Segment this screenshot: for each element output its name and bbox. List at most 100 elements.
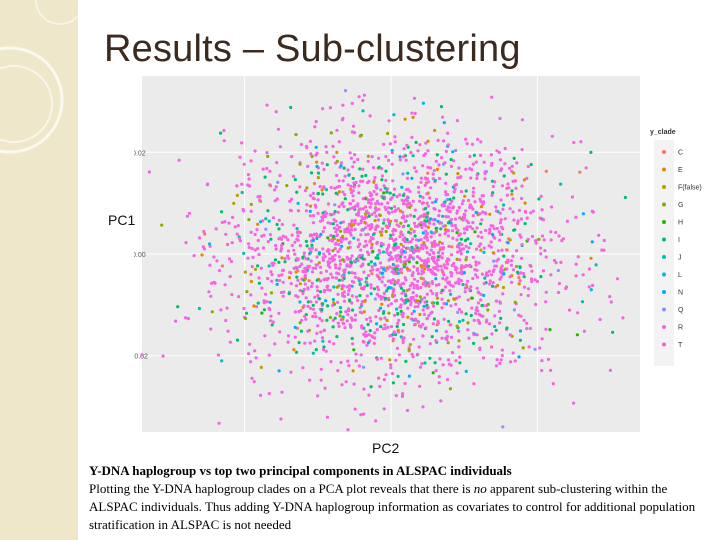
data-point-r (293, 252, 297, 256)
data-point-h (371, 249, 375, 254)
data-point-r (374, 419, 378, 423)
legend-label: F(false) (678, 185, 702, 192)
data-point-r (510, 164, 514, 168)
data-point-i (293, 178, 297, 182)
data-point-r (500, 348, 504, 352)
data-point-r (495, 358, 499, 362)
data-point-r (374, 227, 378, 231)
data-point-r (554, 230, 558, 235)
data-point-r (425, 177, 429, 181)
data-point-r (529, 277, 534, 281)
data-point-t (274, 247, 278, 251)
data-point-i (502, 174, 506, 178)
data-point-i (381, 311, 386, 315)
data-point-r (320, 336, 325, 340)
data-point-r (492, 268, 496, 272)
data-point-r (418, 143, 422, 147)
data-point-r (428, 253, 432, 257)
data-point-r (436, 258, 440, 262)
data-point-r (334, 266, 338, 270)
data-point-r (533, 278, 537, 282)
data-point-i (523, 222, 527, 226)
data-point-r (414, 244, 418, 248)
data-point-r (378, 277, 382, 281)
data-point-l (464, 369, 468, 373)
data-point-i (372, 287, 377, 291)
data-point-i (440, 288, 444, 292)
data-point-r (493, 314, 497, 318)
data-point-r (311, 221, 315, 225)
data-point-r (319, 330, 323, 334)
data-point-h (326, 236, 330, 240)
data-point-c (370, 272, 374, 276)
data-point-r (292, 248, 296, 252)
data-point-r (498, 116, 502, 121)
data-point-r (351, 342, 355, 346)
data-point-r (248, 342, 252, 346)
data-point-n (581, 212, 585, 216)
data-point-r (419, 238, 423, 242)
data-point-r (399, 260, 403, 264)
data-point-r (286, 340, 290, 344)
data-point-r (293, 310, 297, 314)
data-point-r (540, 337, 544, 341)
data-point-r (408, 284, 412, 288)
data-point-r (451, 236, 455, 240)
data-point-r (407, 257, 411, 262)
data-point-n (590, 240, 594, 244)
data-point-r (313, 311, 317, 315)
data-point-r (346, 313, 350, 317)
data-point-r (306, 304, 310, 308)
data-point-r (335, 185, 339, 189)
data-point-r (546, 357, 551, 361)
data-point-ffalse (496, 283, 500, 288)
data-point-r (310, 233, 314, 238)
data-point-r (338, 259, 342, 263)
data-point-g (310, 154, 314, 158)
data-point-r (311, 266, 315, 270)
data-point-r (331, 275, 335, 279)
data-point-r (530, 279, 534, 284)
data-point-r (353, 227, 357, 231)
data-point-r (321, 247, 325, 251)
data-point-r (468, 225, 472, 229)
y-tick-label: 0.02 (134, 150, 146, 157)
data-point-j (197, 306, 201, 311)
data-point-q (264, 227, 268, 231)
data-point-r (366, 224, 370, 228)
data-point-r (499, 275, 503, 279)
data-point-r (609, 300, 613, 304)
data-point-r (519, 271, 523, 275)
data-point-r (298, 288, 302, 293)
data-point-r (443, 285, 448, 289)
data-point-r (464, 283, 468, 287)
data-point-r (249, 272, 253, 276)
data-point-r (531, 209, 535, 213)
legend-swatch (662, 237, 666, 242)
data-point-r (459, 269, 463, 274)
data-point-r (376, 267, 380, 272)
legend-label: Q (678, 307, 684, 314)
data-point-ffalse (379, 233, 384, 237)
data-point-g (486, 308, 490, 312)
data-point-r (276, 127, 280, 131)
data-point-r (572, 401, 576, 405)
data-point-r (475, 226, 479, 230)
data-point-c (544, 169, 548, 173)
data-point-r (357, 191, 361, 195)
data-point-r (463, 213, 467, 217)
data-point-r (526, 164, 530, 169)
data-point-r (390, 372, 395, 376)
data-point-i (339, 310, 343, 314)
data-point-r (423, 300, 427, 304)
data-point-r (401, 225, 405, 229)
data-point-i (413, 234, 417, 238)
data-point-r (525, 321, 529, 325)
data-point-r (413, 317, 417, 321)
data-point-r (383, 283, 387, 287)
data-point-r (474, 260, 478, 264)
data-point-r (494, 299, 498, 303)
data-point-c (438, 248, 442, 252)
data-point-t (391, 290, 395, 294)
data-point-r (483, 177, 487, 181)
